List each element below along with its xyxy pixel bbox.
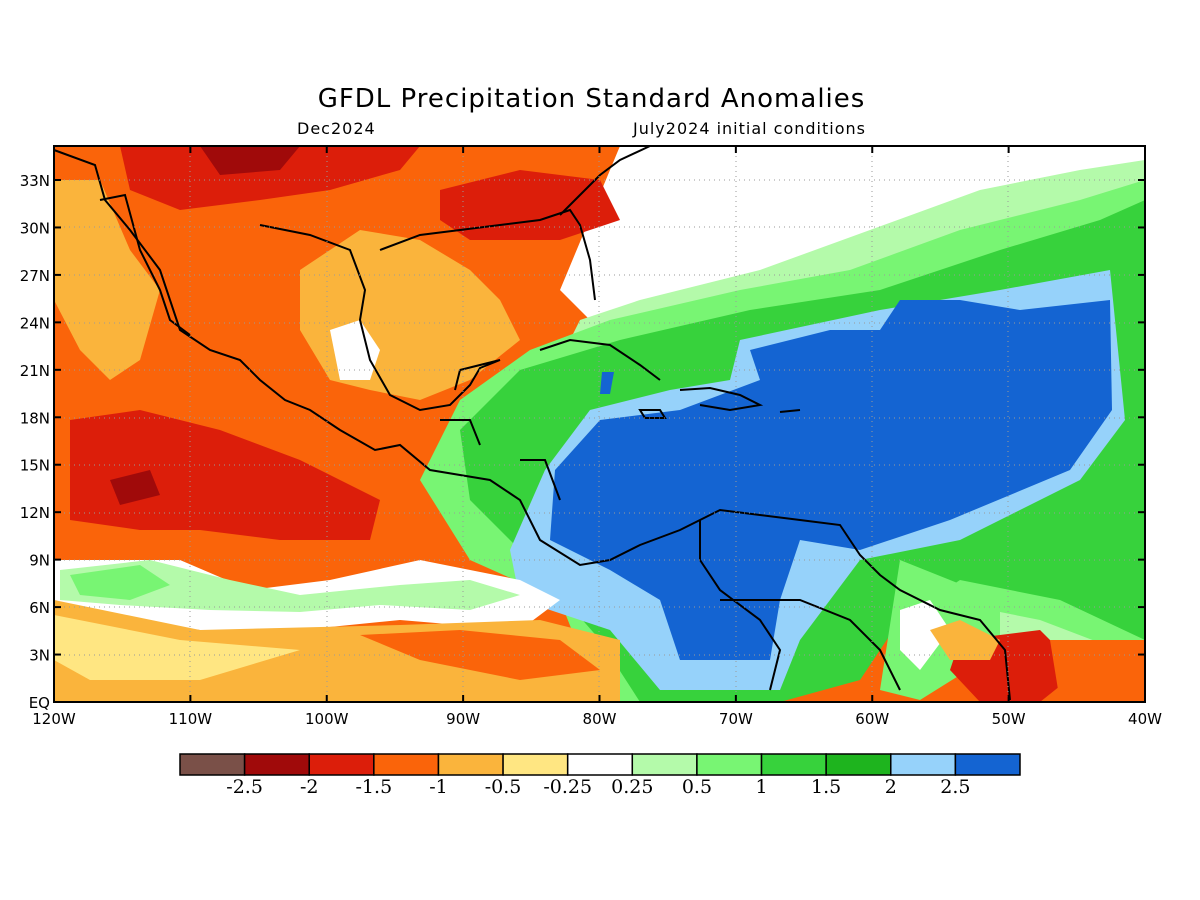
field-dry-atlantic-south xyxy=(1050,640,1145,702)
colorbar-label: -1.5 xyxy=(356,776,393,798)
colorbar-swatch xyxy=(566,753,634,776)
colorbar-swatch xyxy=(890,753,957,776)
lon-tick-label: 90W xyxy=(446,710,480,728)
colorbar-label: -2.5 xyxy=(226,776,263,798)
colorbar-swatch xyxy=(308,753,375,776)
lon-tick-label: 60W xyxy=(855,710,889,728)
colorbar-swatch xyxy=(179,753,246,776)
field-slight-wet-pacific xyxy=(60,560,520,612)
forecast-month: Dec2024 xyxy=(297,119,376,138)
colorbar-swatch xyxy=(243,753,310,776)
field-mod-dry-brazil xyxy=(930,620,1000,660)
field-wettest xyxy=(550,300,1112,660)
south-america-interior xyxy=(720,599,901,691)
field-wettest-cuba xyxy=(600,372,614,394)
field-neutral-mexico xyxy=(330,320,380,380)
colorbar-label: -2 xyxy=(300,776,319,798)
colorbar-label: 2 xyxy=(885,776,897,798)
colorbar-swatch xyxy=(631,753,698,776)
lat-tick-label: EQ xyxy=(29,694,50,712)
colorbar-label: 0.25 xyxy=(611,776,653,798)
field-extreme-dry-usa xyxy=(200,146,300,175)
lat-tick-label: 9N xyxy=(29,552,50,570)
lon-tick-label: 50W xyxy=(992,710,1026,728)
lon-tick-label: 100W xyxy=(305,710,349,728)
lon-tick-label: 110W xyxy=(169,710,213,728)
hispaniola xyxy=(679,386,764,412)
lat-tick-label: 33N xyxy=(20,172,50,190)
lat-tick-label: 15N xyxy=(20,457,50,475)
gulf-coast-mexico xyxy=(259,224,501,412)
lon-tick-label: 70W xyxy=(719,710,753,728)
colorbar-label: -0.5 xyxy=(485,776,522,798)
coastlines xyxy=(54,146,1011,701)
lat-tick-label: 21N xyxy=(20,362,50,380)
lon-tick-label: 80W xyxy=(583,710,617,728)
lat-tick-label: 3N xyxy=(29,647,50,665)
guatemala-border xyxy=(440,419,481,446)
initial-conditions-label: July2024 initial conditions xyxy=(633,119,866,138)
colorbar-swatch xyxy=(502,753,569,776)
baja-california xyxy=(99,193,191,336)
colorbar-label: -1 xyxy=(429,776,448,798)
graticule xyxy=(54,146,1145,702)
colombia-venezuela-border xyxy=(699,520,782,691)
mainland-coast xyxy=(54,149,1011,701)
colorbar-label: 1 xyxy=(755,776,767,798)
colorbar-label: 1.5 xyxy=(811,776,841,798)
central-america-border xyxy=(520,459,561,501)
gulf-coast-usa xyxy=(379,208,596,301)
colorbar-label: 2.5 xyxy=(940,776,970,798)
puerto-rico xyxy=(779,409,801,413)
cuba xyxy=(539,338,661,381)
lon-tick-label: 40W xyxy=(1128,710,1162,728)
lat-tick-label: 27N xyxy=(20,267,50,285)
lon-tick-label: 120W xyxy=(32,710,76,728)
map-title: GFDL Precipitation Standard Anomalies xyxy=(317,84,866,114)
colorbar: -2.5 -2 -1.5 -1 -0.5 -0.25 0.25 0.5 1 1.5 2 2.5 xyxy=(179,753,1021,798)
latitude-axis: 33N 30N 27N 24N 21N 18N 15N 12N 9N 6N 3N EQ xyxy=(20,172,1145,712)
field-neutral-guiana xyxy=(900,600,950,670)
field-very-dry-southeast xyxy=(440,170,620,240)
lat-tick-label: 12N xyxy=(20,504,50,522)
field-very-dry-usa xyxy=(120,146,420,210)
lat-tick-label: 30N xyxy=(20,219,50,237)
colorbar-label: -0.25 xyxy=(543,776,592,798)
longitude-axis: 120W 110W 100W 90W 80W 70W 60W 50W 40W xyxy=(32,146,1162,728)
field-very-dry-pacific xyxy=(70,410,380,540)
colorbar-swatch xyxy=(954,753,1021,776)
anomaly-field xyxy=(54,146,1145,702)
colorbar-swatch xyxy=(696,753,763,776)
colorbar-swatch xyxy=(437,753,504,776)
colorbar-swatch xyxy=(373,753,440,776)
field-slight-dry-pacific xyxy=(54,615,300,680)
lat-tick-label: 18N xyxy=(20,409,50,427)
lat-tick-label: 24N xyxy=(20,314,50,332)
field-extreme-dry-pacific xyxy=(110,470,160,505)
field-mod-wet-pacific xyxy=(70,565,170,600)
colorbar-swatch xyxy=(825,753,892,776)
field-mod-dry-west xyxy=(54,180,160,380)
lat-tick-label: 6N xyxy=(29,599,50,617)
atlantic-coast-usa xyxy=(559,146,651,216)
colorbar-label: 0.5 xyxy=(682,776,712,798)
colorbar-swatch xyxy=(760,753,827,776)
